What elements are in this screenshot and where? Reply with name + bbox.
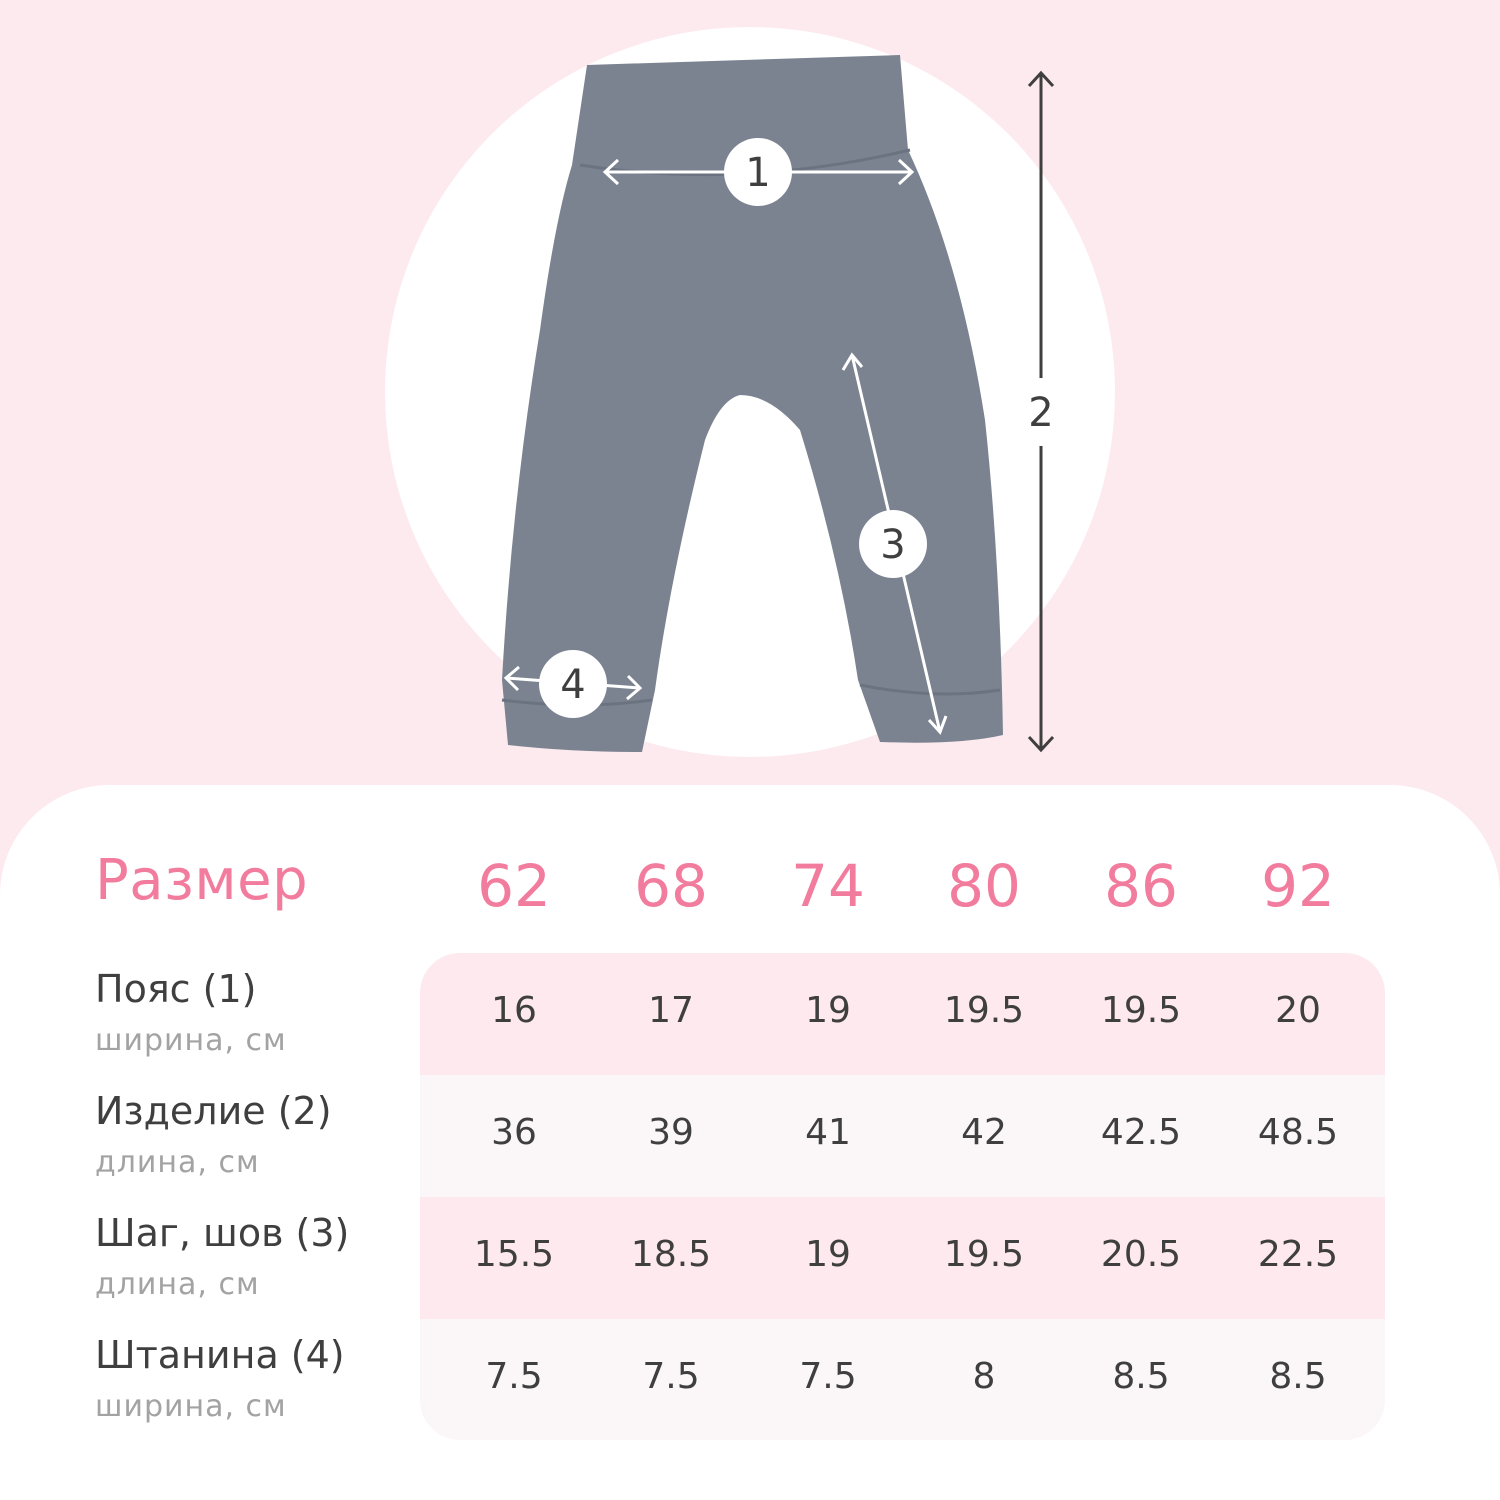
size-header: 68: [634, 852, 708, 920]
table-row: 36 39 41 42 42.5 48.5: [420, 1075, 1385, 1197]
table-cell: 7.5: [485, 1356, 543, 1397]
row-unit: длина, см: [95, 1145, 260, 1180]
table-cell: 36: [491, 1112, 537, 1153]
row-unit: ширина, см: [95, 1389, 287, 1424]
marker-2: 2: [1028, 390, 1053, 436]
table-cell: 15.5: [473, 1234, 555, 1275]
table-cell: 42: [961, 1112, 1007, 1153]
table-cell: 20: [1275, 990, 1321, 1031]
table-cell: 16: [491, 990, 537, 1031]
table-cell: 7.5: [642, 1356, 700, 1397]
table-cell: 19.5: [1100, 990, 1182, 1031]
table-cell: 19.5: [943, 1234, 1025, 1275]
table-cell: 42.5: [1100, 1112, 1182, 1153]
table-cell: 18.5: [630, 1234, 712, 1275]
size-table: 16 17 19 19.5 19.5 20 36 39 41 42 42.5 48.5 15.5 18.5…: [420, 953, 1385, 1440]
row-unit: ширина, см: [95, 1023, 287, 1058]
size-header: 86: [1104, 852, 1178, 920]
table-cell: 19.5: [943, 990, 1025, 1031]
table-cell: 8.5: [1269, 1356, 1327, 1397]
table-cell: 48.5: [1257, 1112, 1339, 1153]
marker-3: 3: [880, 522, 905, 568]
table-cell: 20.5: [1100, 1234, 1182, 1275]
table-cell: 41: [805, 1112, 851, 1153]
size-header-label: Размер: [95, 848, 309, 913]
table-cell: 7.5: [799, 1356, 857, 1397]
row-label: Штанина (4): [95, 1333, 345, 1377]
marker-badges: 1 2 3 4: [539, 138, 1075, 718]
table-cell: 8: [972, 1356, 996, 1397]
marker-4: 4: [560, 662, 585, 708]
size-header: 62: [477, 852, 551, 920]
row-label: Изделие (2): [95, 1089, 332, 1133]
size-header: 80: [947, 852, 1021, 920]
marker-1: 1: [745, 150, 770, 196]
row-unit: длина, см: [95, 1267, 260, 1302]
table-cell: 19: [805, 990, 851, 1031]
table-cell: 17: [648, 990, 694, 1031]
pants-illustration: 1 2 3 4: [385, 27, 1115, 757]
size-header: 92: [1261, 852, 1335, 920]
table-cell: 39: [648, 1112, 694, 1153]
table-row: 16 17 19 19.5 19.5 20: [420, 953, 1385, 1075]
table-row: 15.5 18.5 19 19.5 20.5 22.5: [420, 1197, 1385, 1319]
table-cell: 19: [805, 1234, 851, 1275]
row-label: Пояс (1): [95, 967, 257, 1011]
row-label: Шаг, шов (3): [95, 1211, 350, 1255]
table-row: 7.5 7.5 7.5 8 8.5 8.5: [420, 1319, 1385, 1440]
table-cell: 22.5: [1257, 1234, 1339, 1275]
size-header: 74: [791, 852, 865, 920]
table-cell: 8.5: [1112, 1356, 1170, 1397]
